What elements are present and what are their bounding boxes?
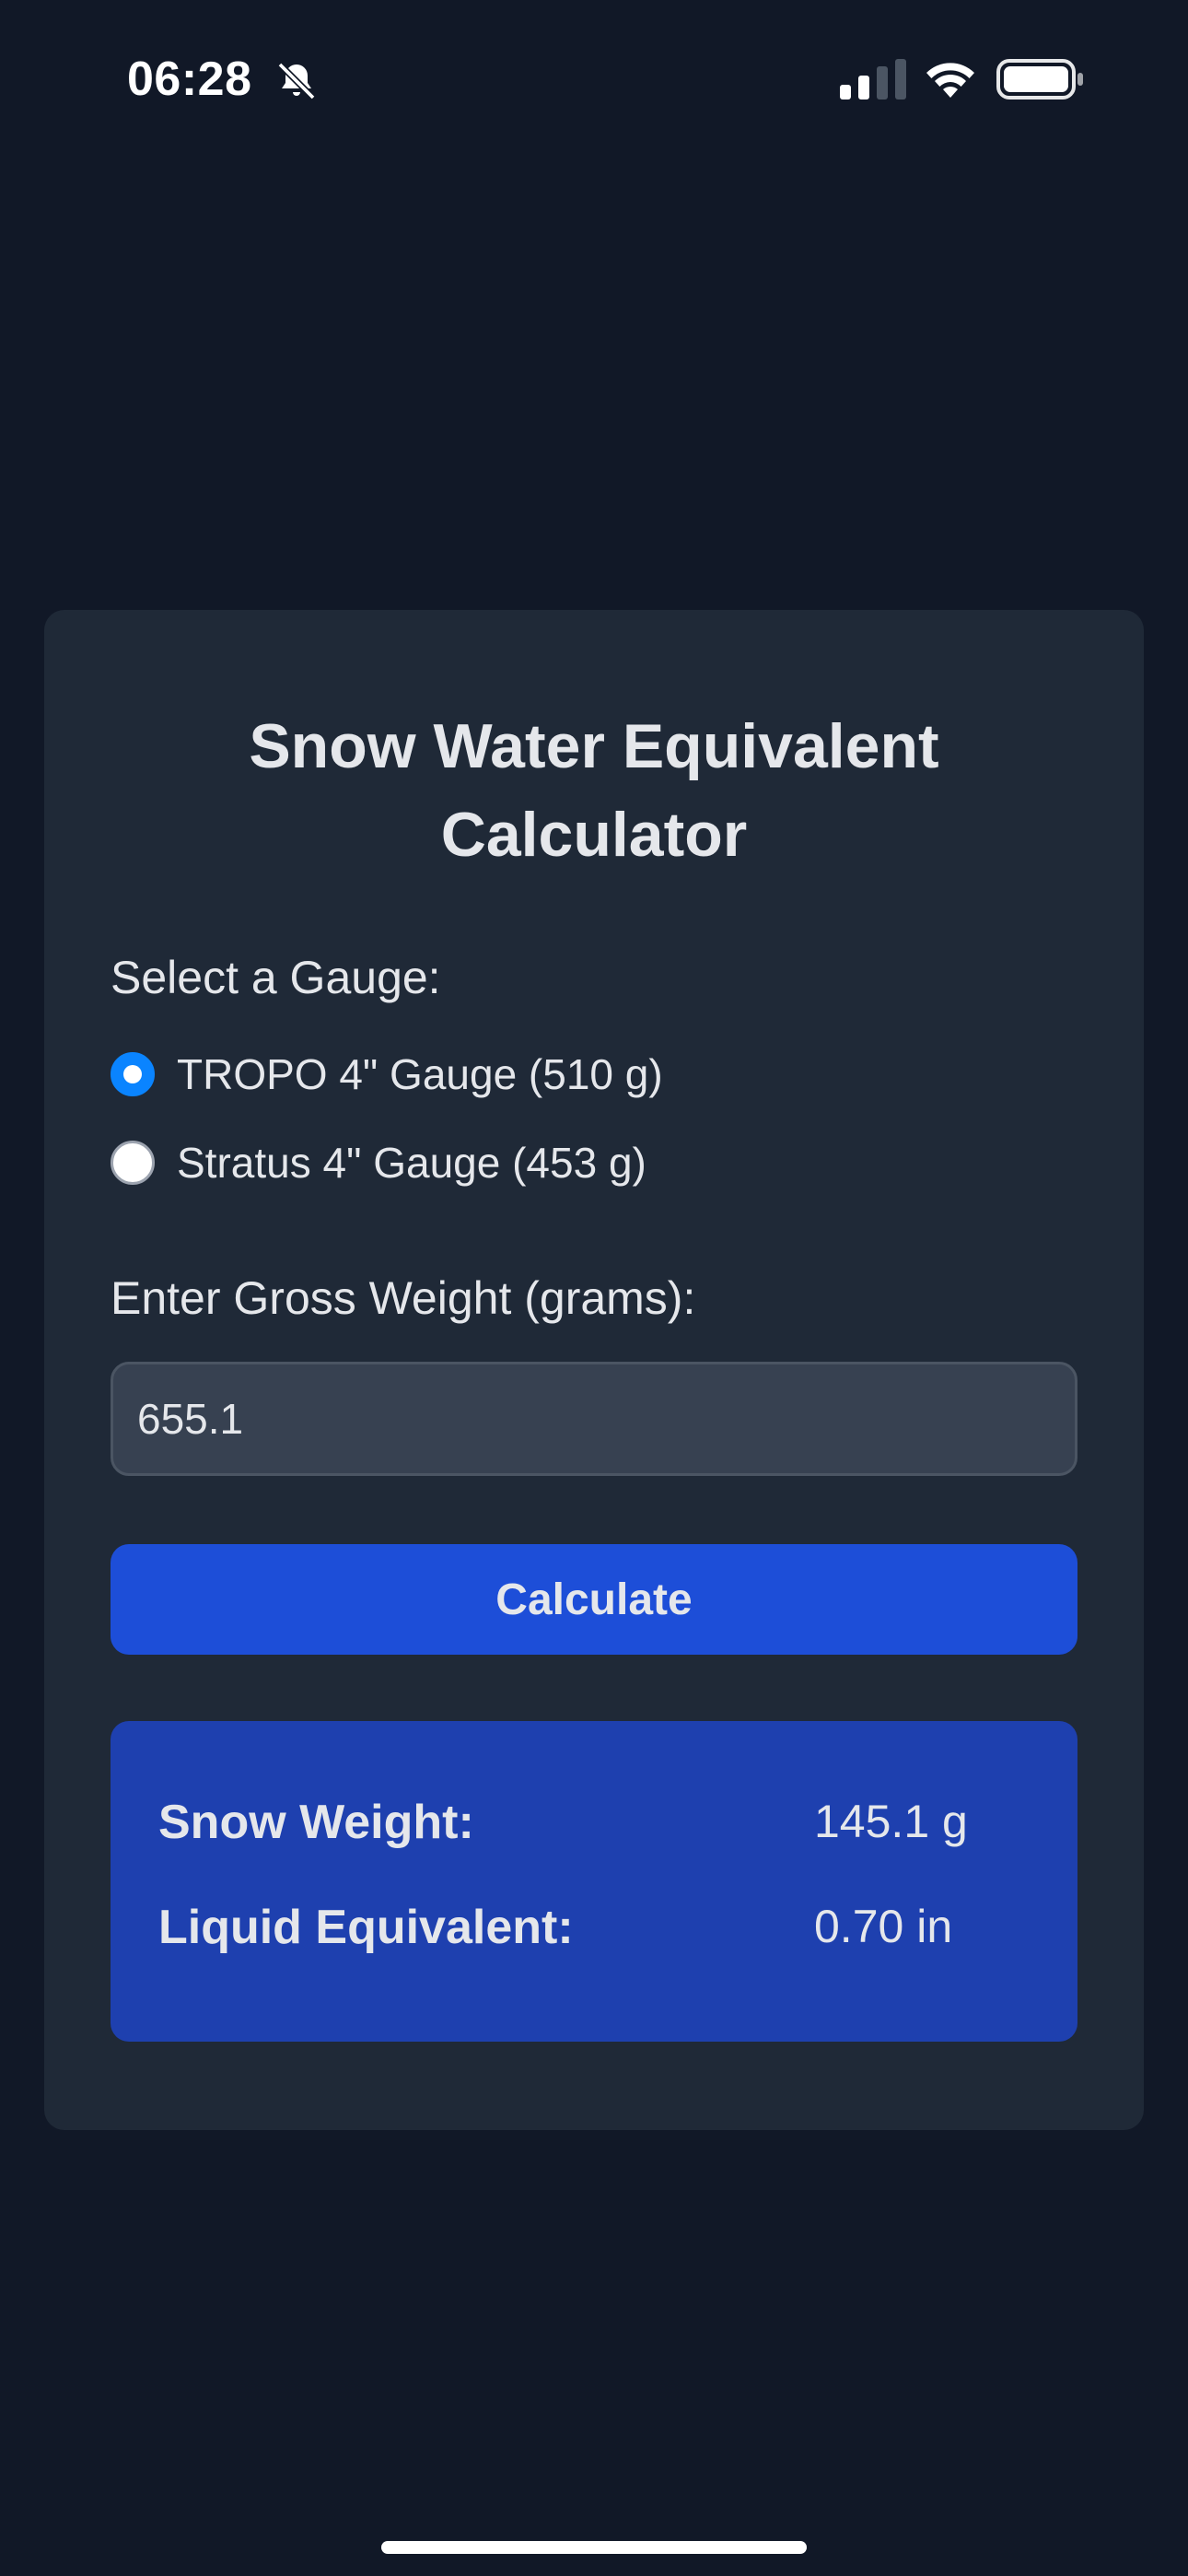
title-line-1: Snow Water Equivalent xyxy=(249,711,939,781)
liquid-equivalent-row: Liquid Equivalent: 0.70 in xyxy=(158,1900,1042,1964)
snow-weight-label: Snow Weight: xyxy=(158,1796,474,1849)
gross-weight-input[interactable] xyxy=(111,1362,1077,1476)
gross-weight-label: Enter Gross Weight (grams): xyxy=(111,1272,696,1324)
radio-unselected-icon[interactable] xyxy=(111,1141,155,1185)
snow-weight-value: 145.1 g xyxy=(814,1796,968,1847)
status-bar: 06:28 xyxy=(0,0,1188,157)
home-indicator[interactable] xyxy=(381,2541,807,2554)
status-time: 06:28 xyxy=(127,53,252,106)
gauge-option-label: TROPO 4" Gauge (510 g) xyxy=(177,1050,663,1098)
title-line-2: Calculator xyxy=(440,800,748,870)
calculator-card: Snow Water Equivalent Calculator Select … xyxy=(44,610,1144,2130)
snow-weight-row: Snow Weight: 145.1 g xyxy=(158,1795,1042,1859)
wifi-icon xyxy=(926,63,974,98)
gauge-option-tropo[interactable]: TROPO 4" Gauge (510 g) xyxy=(111,1047,663,1102)
gauge-option-label: Stratus 4" Gauge (453 g) xyxy=(177,1139,646,1187)
gauge-option-stratus[interactable]: Stratus 4" Gauge (453 g) xyxy=(111,1135,646,1190)
signal-icon xyxy=(840,59,906,100)
gauge-select-label: Select a Gauge: xyxy=(111,952,441,1003)
liquid-equivalent-label: Liquid Equivalent: xyxy=(158,1901,574,1954)
bell-slash-icon xyxy=(277,62,316,100)
calculate-button[interactable]: Calculate xyxy=(111,1544,1077,1655)
results-panel: Snow Weight: 145.1 g Liquid Equivalent: … xyxy=(111,1721,1077,2042)
page-title: Snow Water Equivalent Calculator xyxy=(44,702,1144,879)
liquid-equivalent-value: 0.70 in xyxy=(814,1901,953,1952)
radio-selected-icon[interactable] xyxy=(111,1052,155,1096)
battery-icon xyxy=(996,59,1083,100)
